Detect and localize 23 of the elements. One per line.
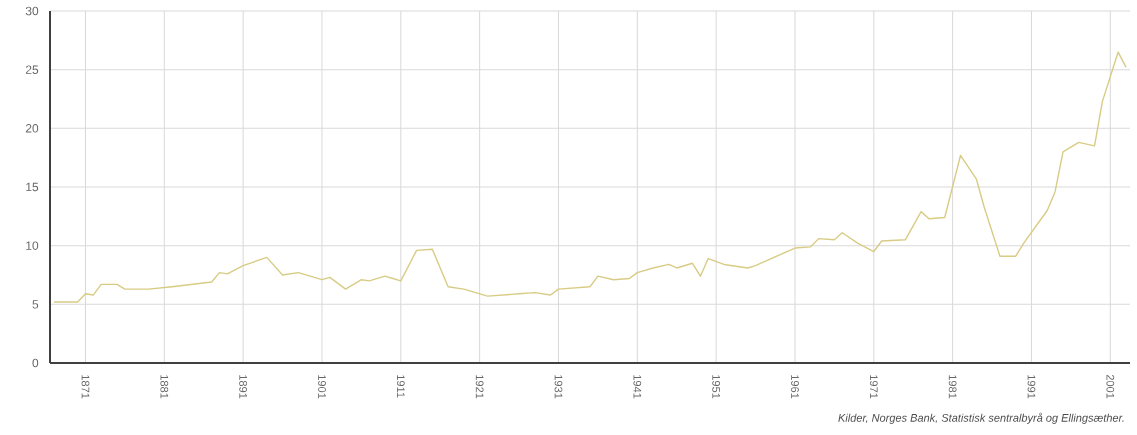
x-tick-label: 1891 — [239, 375, 248, 399]
y-tick-label: 15 — [26, 182, 39, 192]
y-tick-label: 0 — [32, 358, 39, 368]
x-tick-label: 1961 — [791, 375, 799, 399]
x-tick-label: 1921 — [475, 375, 484, 399]
y-tick-label: 20 — [25, 124, 39, 133]
x-tick-label: 2001 — [1106, 374, 1115, 399]
y-tick-label: 5 — [32, 300, 39, 309]
x-tick-label: 1931 — [554, 375, 563, 399]
text: Kilder, Norges Bank, Statistisk sentralbyrå og Ellingsæther. — [838, 412, 1124, 424]
y-tick-label: 30 — [25, 6, 39, 16]
y-tick-label: 10 — [26, 241, 39, 250]
x-tick-label: 1951 — [712, 375, 721, 399]
x-tick-label: 1901 — [318, 375, 326, 399]
y-tick-label: 25 — [25, 65, 39, 74]
x-tick-label: 1911 — [396, 375, 405, 398]
x-tick-label: 1941 — [633, 375, 642, 399]
x-tick-label: 1981 — [948, 375, 957, 399]
x-tick-label: 1871 — [81, 375, 90, 399]
x-tick-label: 1971 — [869, 375, 878, 399]
x-tick-label: 1881 — [160, 375, 169, 399]
x-tick-label: 1991 — [1027, 375, 1036, 399]
line-series — [53, 51, 1127, 303]
